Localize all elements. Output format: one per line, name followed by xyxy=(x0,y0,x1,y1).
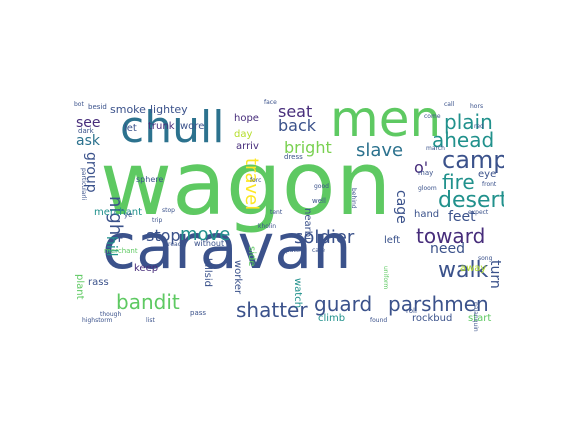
word-eye: eye xyxy=(478,169,497,180)
word-red: red xyxy=(474,123,484,130)
word-plain: plain xyxy=(444,110,493,134)
word-pass: pass xyxy=(190,309,207,317)
word-smoke: smoke xyxy=(110,103,146,116)
word-palanquin: palanquin xyxy=(472,302,479,332)
word-highstorm: highstorm xyxy=(82,317,113,324)
word-front: front xyxy=(482,181,497,188)
word-away: away xyxy=(460,263,487,274)
word-ask: ask xyxy=(76,133,100,149)
word-fire: fire xyxy=(442,170,475,194)
word-arriv: arriv xyxy=(236,141,259,152)
word-dark: dark xyxy=(78,127,94,135)
word-particularli: particularli xyxy=(80,168,87,201)
word-walk: walk xyxy=(438,258,489,283)
word-call: call xyxy=(444,101,455,108)
word-turn: turn xyxy=(487,260,503,289)
word-forc: forc xyxy=(250,177,262,184)
word-hope: hope xyxy=(234,113,259,124)
word-trip: trip xyxy=(152,217,163,224)
word-come: come xyxy=(424,113,441,120)
word-guard: guard xyxy=(314,292,373,316)
word-climb: climb xyxy=(318,313,346,324)
word-stop: stop xyxy=(146,226,181,245)
word-cloud: wagon caravan men chull camp desert walk toward… xyxy=(72,98,504,332)
word-ye: ye xyxy=(124,211,133,219)
word-plant: plant xyxy=(74,274,85,300)
word-caravan: caravan xyxy=(102,210,352,283)
word-song: song xyxy=(478,255,493,262)
word-let: let xyxy=(124,123,137,134)
word-may: may xyxy=(418,169,434,177)
word-tent: tent xyxy=(270,209,283,216)
word-day: day xyxy=(234,129,253,140)
word-camp: camp xyxy=(442,146,504,174)
word-move: move xyxy=(180,224,231,245)
word-toward: toward xyxy=(416,224,486,248)
word-found: found xyxy=(370,317,388,324)
word-well: well xyxy=(312,197,326,205)
word-slave: slave xyxy=(356,140,404,161)
word-cage: cage xyxy=(393,190,409,224)
word-rockbud: rockbud xyxy=(412,313,453,324)
word-without: without xyxy=(194,239,225,248)
word-bright: bright xyxy=(284,138,332,157)
word-hand: hand xyxy=(414,209,440,220)
word-o-: o' xyxy=(414,158,429,177)
word-start: start xyxy=(468,313,492,324)
word-wore: wore xyxy=(180,121,205,132)
word-rass: rass xyxy=(88,277,109,288)
word-men: men xyxy=(330,98,442,148)
word-hors: hors xyxy=(470,103,484,110)
word-roll: roll xyxy=(406,307,417,315)
word-feet: feet xyxy=(448,209,476,225)
word-list: list xyxy=(146,317,155,324)
word-soldier: soldier xyxy=(294,227,355,248)
word-see: see xyxy=(76,115,101,131)
word-ahead: ahead xyxy=(432,128,495,152)
word-though: though xyxy=(100,311,122,318)
word-uniform: uniform xyxy=(382,266,389,290)
word-reach: reach xyxy=(168,241,185,248)
word-behind: behind xyxy=(350,188,357,209)
word-shatter: shatter xyxy=(236,298,308,322)
word-side: side xyxy=(246,246,257,267)
word-merchant: merchant xyxy=(104,247,138,255)
word-gloom: gloom xyxy=(418,185,437,192)
word-nearbi: nearbi xyxy=(302,208,313,240)
word-trunk: trunk xyxy=(148,121,175,132)
word-desert: desert xyxy=(438,188,504,213)
word-expect: expect xyxy=(468,209,489,216)
word-merchant: merchant xyxy=(94,207,143,218)
word-chull: chull xyxy=(120,102,225,153)
word-hillsid: hillsid xyxy=(202,258,213,288)
word-wagon: wagon xyxy=(100,132,392,235)
word-stop: stop xyxy=(162,207,175,214)
word-bot: bot xyxy=(74,101,84,108)
word-dress: dress xyxy=(284,153,303,161)
word-besid: besid xyxy=(88,103,107,111)
word-bandit: bandit xyxy=(116,290,180,314)
word-sphere: sphere xyxy=(136,175,164,184)
word-left: left xyxy=(384,235,401,246)
word-need: need xyxy=(430,241,465,257)
word-good: good xyxy=(314,183,329,190)
word-face: face xyxy=(264,99,277,106)
word-keep: keep xyxy=(134,263,159,274)
word-march: march xyxy=(426,145,445,152)
word-watch: watch xyxy=(292,278,303,309)
word-lightey: lightey xyxy=(150,103,188,116)
word-back: back xyxy=(278,116,317,135)
word-travel: travel xyxy=(241,158,262,211)
word-seat: seat xyxy=(278,102,313,121)
word-parshmen: parshmen xyxy=(388,292,489,316)
word-care: care xyxy=(312,247,326,254)
word-patch: patch xyxy=(286,247,303,254)
word-worker: worker xyxy=(232,260,243,295)
word-kholin: kholin xyxy=(258,223,277,230)
